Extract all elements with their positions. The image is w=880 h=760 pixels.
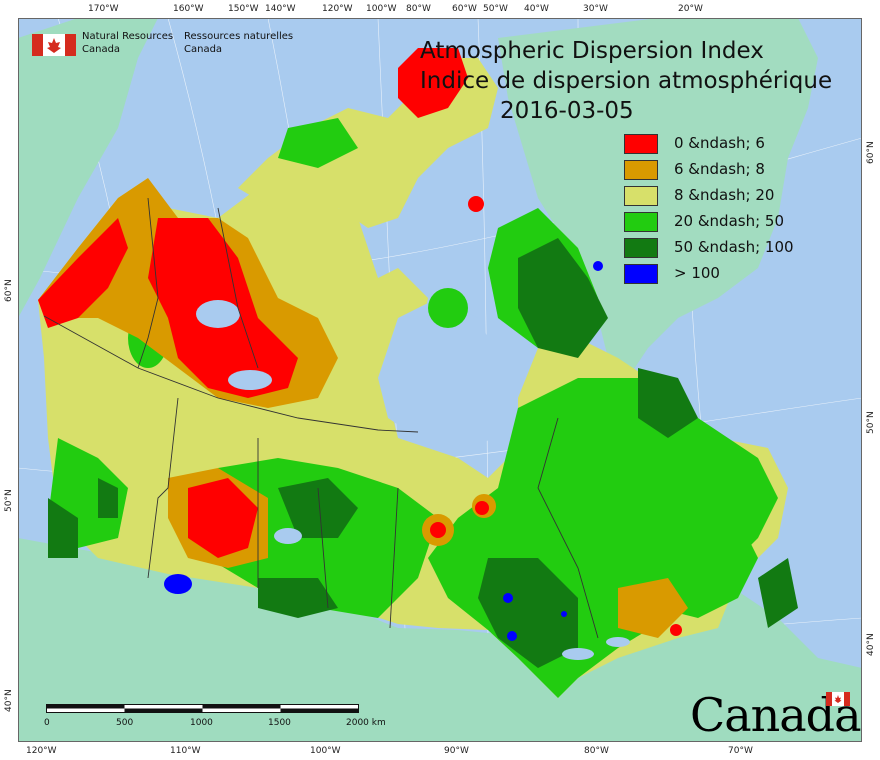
scale-label-500: 500 [116, 718, 134, 728]
bottom-tick-110w: 110°W [170, 746, 201, 756]
scale-label-2000: 2000 km [346, 718, 386, 728]
right-tick-50n: 50°N [866, 411, 876, 434]
legend-label: 6 &ndash; 8 [674, 160, 765, 178]
map-title: Atmospheric Dispersion Index [420, 38, 764, 64]
top-tick-50w: 50°W [483, 4, 508, 14]
left-tick-50n: 50°N [4, 489, 14, 512]
agency-en-line1: Natural Resources [82, 31, 174, 42]
map-title-french: Indice de dispersion atmosphérique [420, 68, 833, 94]
boundaries [43, 197, 599, 639]
alaska-landmass [18, 18, 158, 318]
left-tick-60n: 60°N [4, 279, 14, 302]
legend-label: > 100 [674, 264, 720, 282]
map-area: Natural Resources Canada Ressources natu… [18, 18, 862, 742]
scale-label-1500: 1500 [268, 718, 291, 728]
legend-label: 20 &ndash; 50 [674, 212, 785, 230]
lakes [196, 300, 630, 660]
agency-fr-line1: Ressources naturelles [184, 31, 294, 42]
top-tick-60w: 60°W [452, 4, 477, 14]
top-tick-20w: 20°W [678, 4, 703, 14]
legend-swatch [624, 186, 658, 206]
legend: 0 &ndash; 6 6 &ndash; 8 8 &ndash; 20 20 … [624, 134, 844, 294]
top-tick-30w: 30°W [583, 4, 608, 14]
scale-label-1000: 1000 [190, 718, 213, 728]
legend-label: 0 &ndash; 6 [674, 134, 765, 152]
top-tick-160w: 160°W [173, 4, 204, 14]
canada-flag-icon [32, 34, 76, 56]
legend-swatch [624, 238, 658, 258]
bottom-tick-90w: 90°W [444, 746, 469, 756]
bottom-tick-80w: 80°W [584, 746, 609, 756]
top-tick-140w: 140°W [265, 4, 296, 14]
bottom-tick-120w: 120°W [26, 746, 57, 756]
bottom-tick-100w: 100°W [310, 746, 341, 756]
legend-label: 50 &ndash; 100 [674, 238, 794, 256]
wordmark-flag-icon [826, 692, 850, 706]
top-tick-100w: 100°W [366, 4, 397, 14]
scale-bar-graphic [46, 704, 359, 713]
legend-swatch [624, 264, 658, 284]
top-tick-80w: 80°W [406, 4, 431, 14]
top-tick-170w: 170°W [88, 4, 119, 14]
index-50-100-regions [48, 238, 798, 668]
top-tick-150w: 150°W [228, 4, 259, 14]
bottom-tick-70w: 70°W [728, 746, 753, 756]
legend-swatch [624, 212, 658, 232]
scale-bar: 0 500 1000 1500 2000 km [44, 704, 406, 734]
legend-swatch [624, 160, 658, 180]
map-date: 2016-03-05 [500, 98, 634, 124]
legend-swatch [624, 134, 658, 154]
left-tick-40n: 40°N [4, 689, 14, 712]
usa-landmass [18, 538, 862, 742]
map-canvas [18, 18, 862, 742]
right-tick-60n: 60°N [866, 141, 876, 164]
greenland-landmass [498, 18, 818, 378]
agency-fr-line2: Canada [184, 44, 223, 55]
legend-label: 8 &ndash; 20 [674, 186, 775, 204]
top-tick-120w: 120°W [322, 4, 353, 14]
agency-en-line2: Canada [82, 44, 121, 55]
scale-label-0: 0 [44, 718, 50, 728]
hudson-bay [378, 298, 518, 448]
right-tick-40n: 40°N [866, 633, 876, 656]
top-tick-40w: 40°W [524, 4, 549, 14]
agency-signature: Natural Resources Canada Ressources natu… [32, 30, 293, 70]
index-over-100-regions [164, 261, 603, 641]
